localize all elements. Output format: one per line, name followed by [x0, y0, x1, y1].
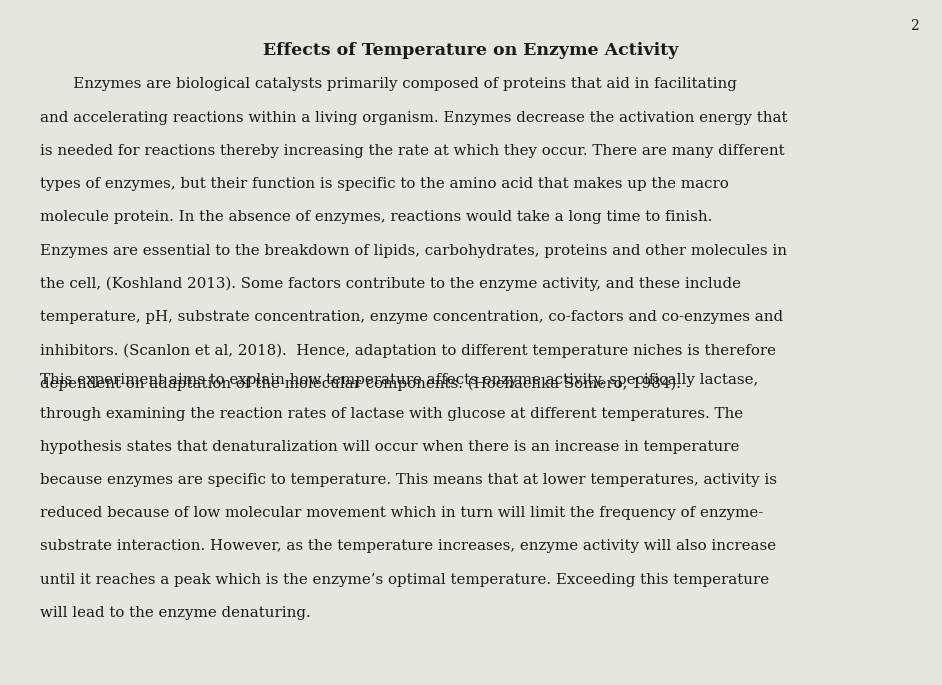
Text: substrate interaction. However, as the temperature increases, enzyme activity wi: substrate interaction. However, as the t…: [40, 539, 775, 553]
Text: until it reaches a peak which is the enzyme’s optimal temperature. Exceeding thi: until it reaches a peak which is the enz…: [40, 573, 769, 586]
Text: Effects of Temperature on Enzyme Activity: Effects of Temperature on Enzyme Activit…: [264, 42, 678, 60]
Text: temperature, pH, substrate concentration, enzyme concentration, co-factors and c: temperature, pH, substrate concentration…: [40, 310, 783, 324]
Text: types of enzymes, but their function is specific to the amino acid that makes up: types of enzymes, but their function is …: [40, 177, 728, 191]
Text: because enzymes are specific to temperature. This means that at lower temperatur: because enzymes are specific to temperat…: [40, 473, 776, 487]
Text: molecule protein. In the absence of enzymes, reactions would take a long time to: molecule protein. In the absence of enzy…: [40, 210, 712, 224]
Text: Enzymes are essential to the breakdown of lipids, carbohydrates, proteins and ot: Enzymes are essential to the breakdown o…: [40, 243, 787, 258]
Text: the cell, (Koshland 2013). Some factors contribute to the enzyme activity, and t: the cell, (Koshland 2013). Some factors …: [40, 277, 740, 291]
Text: inhibitors. (Scanlon et al, 2018).  Hence, adaptation to different temperature n: inhibitors. (Scanlon et al, 2018). Hence…: [40, 343, 775, 358]
Text: is needed for reactions thereby increasing the rate at which they occur. There a: is needed for reactions thereby increasi…: [40, 144, 784, 158]
Text: dependent on adaptation of the molecular components. (Hochachka Somero, 1984).: dependent on adaptation of the molecular…: [40, 376, 680, 391]
Text: This experiment aims to explain how temperature affects enzyme activity, specifi: This experiment aims to explain how temp…: [40, 373, 757, 387]
Text: through examining the reaction rates of lactase with glucose at different temper: through examining the reaction rates of …: [40, 406, 742, 421]
Text: 2: 2: [910, 19, 918, 33]
Text: and accelerating reactions within a living organism. Enzymes decrease the activa: and accelerating reactions within a livi…: [40, 110, 788, 125]
Text: hypothesis states that denaturalization will occur when there is an increase in : hypothesis states that denaturalization …: [40, 440, 739, 453]
Text: Enzymes are biological catalysts primarily composed of proteins that aid in faci: Enzymes are biological catalysts primari…: [40, 77, 737, 91]
Text: will lead to the enzyme denaturing.: will lead to the enzyme denaturing.: [40, 606, 310, 620]
Text: reduced because of low molecular movement which in turn will limit the frequency: reduced because of low molecular movemen…: [40, 506, 763, 520]
